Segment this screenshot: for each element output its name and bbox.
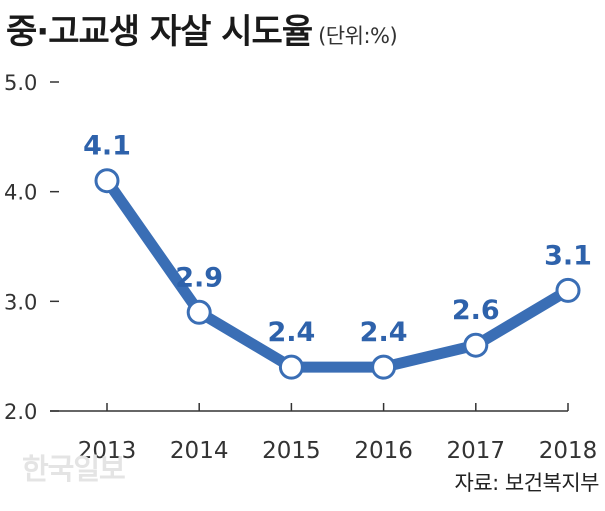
data-labels: 4.1 2.9 2.4 2.4 2.6 3.1 [83,131,592,348]
series-polyline [101,175,574,373]
data-point-marker [555,277,581,303]
x-tick-label: 2014 [170,438,229,464]
chart-header: 중·고교생 자살 시도율 (단위:%) [6,4,398,53]
y-axis: 2.0 3.0 4.0 5.0 [4,71,59,424]
x-tick-label: 2015 [262,438,321,464]
data-label: 2.4 [360,317,408,348]
watermark-logo: 한국일보 [22,452,126,486]
data-label: 2.4 [267,317,315,348]
data-point-marker [463,332,489,358]
chart-title: 중·고교생 자살 시도율 [6,12,313,52]
data-points [94,168,581,380]
data-label: 3.1 [544,240,592,271]
source-note: 자료: 보건복지부 [454,471,600,495]
data-label: 2.9 [175,262,223,293]
x-tick-label: 2017 [447,438,506,464]
data-point-marker [94,168,120,194]
x-tick-label: 2013 [78,438,137,464]
data-label: 2.6 [452,295,500,326]
x-axis: 2013 2014 2015 2016 2017 2018 [50,403,597,464]
data-point-marker [371,354,397,380]
x-tick-label: 2018 [539,438,598,464]
unit-label: (단위:%) [318,24,398,48]
data-point-marker [186,299,212,325]
y-tick-label: 5.0 [4,71,37,95]
y-tick-label: 4.0 [4,181,37,205]
data-point-marker [278,354,304,380]
y-tick-label: 2.0 [4,400,37,424]
data-label: 4.1 [83,131,131,162]
y-tick-label: 3.0 [4,290,37,314]
x-tick-label: 2016 [354,438,413,464]
series-line [101,175,574,373]
